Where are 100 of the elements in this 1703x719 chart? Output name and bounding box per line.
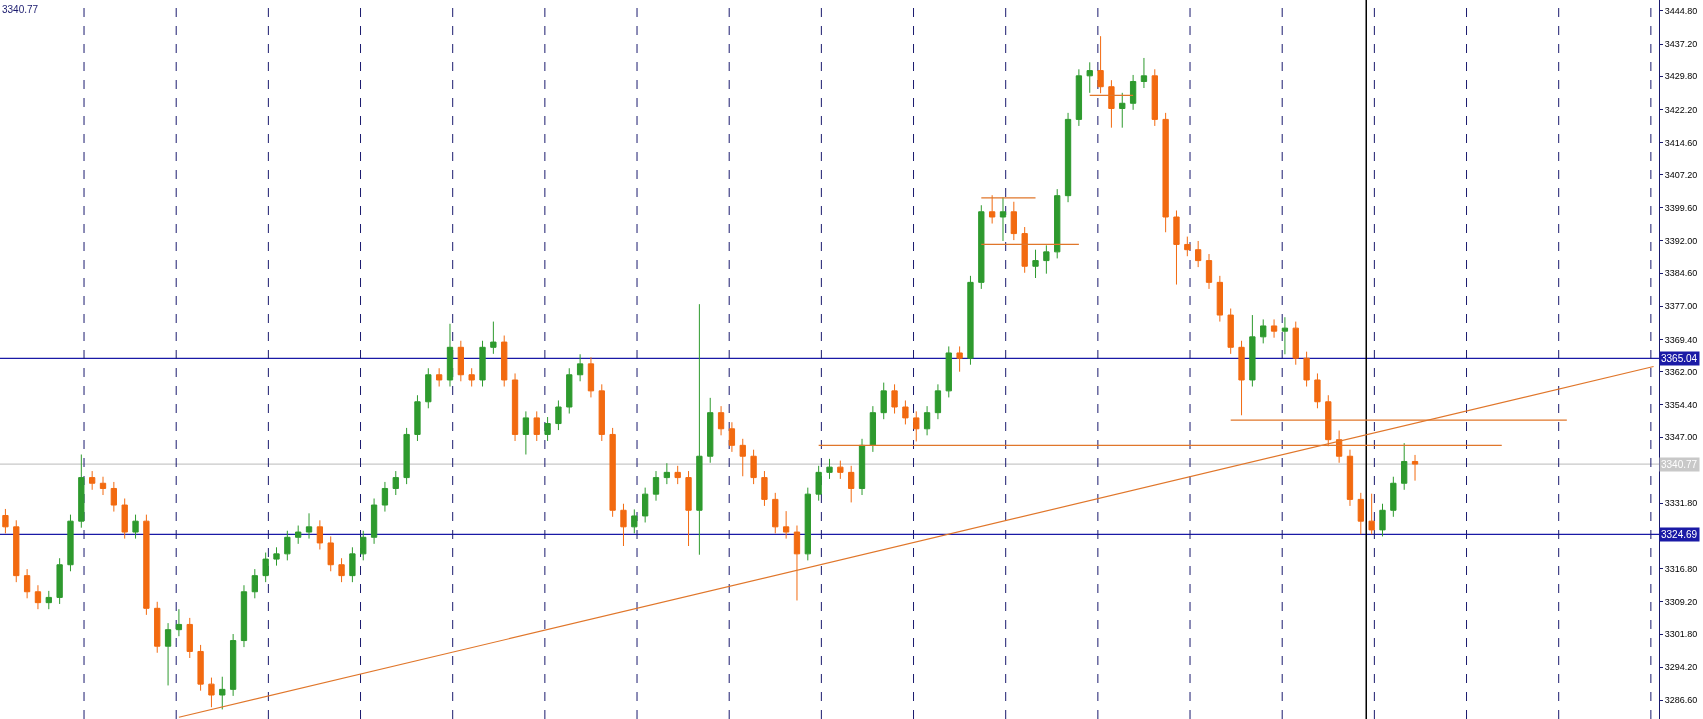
y-tick-label: 3429.80 xyxy=(1664,71,1698,82)
candlestick xyxy=(1260,318,1267,344)
candlestick xyxy=(815,465,822,502)
candlestick xyxy=(414,394,421,442)
candlestick xyxy=(1216,275,1224,323)
candlestick xyxy=(56,557,63,605)
candlestick xyxy=(2,508,9,534)
candlestick xyxy=(425,367,432,409)
candlestick xyxy=(576,353,584,382)
ref-line-label: 3324.69 xyxy=(1661,529,1698,540)
candlestick xyxy=(642,487,649,523)
candlestick xyxy=(945,345,952,398)
candlestick xyxy=(110,481,118,513)
candlestick xyxy=(67,514,74,572)
candlestick xyxy=(229,633,237,697)
y-tick-label: 3316.80 xyxy=(1664,563,1698,574)
y-tick-label: 3399.60 xyxy=(1664,203,1698,214)
y-tick-label: 3354.40 xyxy=(1664,399,1698,410)
candlestick xyxy=(1357,492,1364,535)
candlestick xyxy=(186,617,193,659)
candlestick xyxy=(479,340,486,388)
candlestick xyxy=(717,405,725,436)
candlestick xyxy=(1043,244,1050,275)
candlestick xyxy=(869,405,877,453)
candlestick xyxy=(1108,79,1115,129)
y-tick-label: 3347.00 xyxy=(1664,432,1698,443)
candlestick xyxy=(620,503,627,547)
candlestick xyxy=(197,644,204,692)
candlestick xyxy=(782,510,790,540)
candlestick xyxy=(284,530,291,561)
candlestick xyxy=(761,470,768,507)
candlestick xyxy=(89,470,96,491)
ref-line-label: 3365.04 xyxy=(1661,353,1698,364)
candlestick xyxy=(1227,308,1234,355)
candlestick xyxy=(1249,314,1256,388)
candlestick xyxy=(609,427,616,518)
y-tick-label: 3392.00 xyxy=(1664,236,1698,247)
candlestick xyxy=(533,410,540,442)
candlestick xyxy=(1325,394,1332,447)
candlestick xyxy=(804,487,811,561)
candlestick xyxy=(219,676,226,710)
candlestick xyxy=(305,512,313,540)
candlestick xyxy=(598,383,605,442)
candlestick xyxy=(663,462,671,485)
candlestick xyxy=(631,508,638,534)
candlestick xyxy=(208,677,215,708)
candlestick xyxy=(913,410,920,442)
candlestick xyxy=(13,519,20,583)
candlestick xyxy=(848,465,855,503)
candlestick xyxy=(1281,316,1289,355)
candlestick xyxy=(1075,68,1083,127)
candlestick xyxy=(1205,253,1213,290)
y-tick-label: 3301.80 xyxy=(1664,629,1698,640)
candlestick xyxy=(652,470,660,502)
candlestick xyxy=(772,492,779,534)
candlestick xyxy=(1086,61,1093,94)
candlestick xyxy=(132,514,139,540)
candlestick xyxy=(685,470,692,547)
candlestick xyxy=(956,345,963,373)
candlestick xyxy=(457,340,464,382)
candlestick xyxy=(435,367,443,388)
candlestick xyxy=(240,584,248,648)
candlestick xyxy=(978,204,985,290)
candlestick xyxy=(1054,188,1061,259)
y-tick-label: 3384.60 xyxy=(1664,268,1698,279)
candlestick xyxy=(826,458,833,480)
candlestick xyxy=(999,196,1007,242)
candlestick xyxy=(262,552,269,583)
candlestick xyxy=(295,525,302,545)
candlestick xyxy=(381,481,389,513)
y-tick-label: 3362.00 xyxy=(1664,366,1698,377)
candlestick xyxy=(349,546,356,583)
candlestick xyxy=(490,321,497,355)
candlestick xyxy=(1270,318,1278,339)
candlestick xyxy=(327,535,334,572)
candlestick xyxy=(34,584,42,610)
candlestick xyxy=(273,546,280,567)
candlestick xyxy=(360,530,367,561)
candlestick xyxy=(1119,92,1126,129)
candlestick xyxy=(674,465,681,485)
candlestick xyxy=(1238,340,1245,416)
candlestick xyxy=(251,568,258,599)
candlestick xyxy=(1346,449,1354,507)
candlestick xyxy=(1292,321,1299,366)
candlestick xyxy=(1064,112,1072,203)
candlestick xyxy=(1379,503,1386,537)
y-tick-label: 3422.20 xyxy=(1664,104,1698,115)
y-tick-label: 3407.20 xyxy=(1664,169,1698,180)
candlestick xyxy=(1314,372,1321,409)
candlestick xyxy=(793,525,801,601)
candlestick xyxy=(707,397,714,464)
candlestick xyxy=(522,410,530,455)
candlestick xyxy=(858,438,866,496)
candlestick xyxy=(1411,454,1419,482)
candlestick xyxy=(1032,249,1039,279)
candlestick xyxy=(555,399,562,431)
candlestick xyxy=(750,449,757,485)
candlestick xyxy=(891,383,898,415)
candlestick xyxy=(739,438,746,477)
y-tick-label: 3369.40 xyxy=(1664,334,1698,345)
